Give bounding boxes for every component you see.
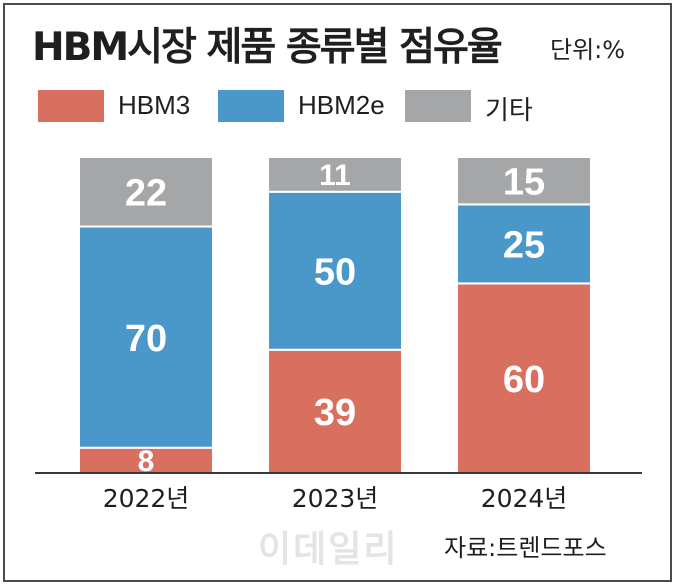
bar-hbm3-1 bbox=[78, 446, 214, 475]
bar-label-hbm2e-1: 70 bbox=[125, 318, 167, 360]
legend-swatch-other bbox=[405, 90, 471, 122]
bar-label-hbm3-1: 8 bbox=[138, 445, 155, 478]
legend-label-hbm3: HBM3 bbox=[118, 90, 191, 120]
bar-label-other-3: 15 bbox=[503, 161, 545, 203]
x-tick-label-1: 2022년 bbox=[103, 484, 190, 513]
legend-item-hbm2e: HBM2e bbox=[218, 88, 418, 124]
legend-label-other: 기타 bbox=[485, 95, 533, 125]
bar-label-other-2: 11 bbox=[319, 159, 351, 192]
chart-title: HBM시장 제품 종류별 점유율 bbox=[32, 25, 503, 70]
bar-label-other-1: 22 bbox=[125, 172, 167, 214]
unit-label: 단위:% bbox=[550, 36, 626, 64]
bar-other-3 bbox=[456, 156, 592, 206]
legend-label-hbm2e: HBM2e bbox=[298, 90, 385, 120]
legend-item-other: 기타 bbox=[405, 88, 565, 125]
bar-hbm2e-1 bbox=[78, 225, 214, 449]
bar-label-hbm2e-2: 50 bbox=[314, 251, 356, 293]
watermark: 이데일리 bbox=[258, 529, 399, 570]
x-tick-label-2: 2023년 bbox=[292, 484, 379, 513]
source-note: 자료:트렌드포스 bbox=[444, 534, 607, 562]
legend-swatch-hbm3 bbox=[38, 90, 104, 122]
bar-label-hbm3-2: 39 bbox=[314, 392, 356, 434]
bar-label-hbm2e-3: 25 bbox=[503, 225, 545, 267]
bar-hbm2e-2 bbox=[267, 190, 403, 351]
x-tick-label-3: 2024년 bbox=[481, 484, 568, 513]
legend-item-hbm3: HBM3 bbox=[38, 88, 218, 124]
bar-label-hbm3-3: 60 bbox=[503, 359, 545, 401]
bar-other-2 bbox=[267, 156, 403, 193]
legend-swatch-hbm2e bbox=[218, 90, 284, 122]
bar-other-1 bbox=[78, 156, 214, 228]
